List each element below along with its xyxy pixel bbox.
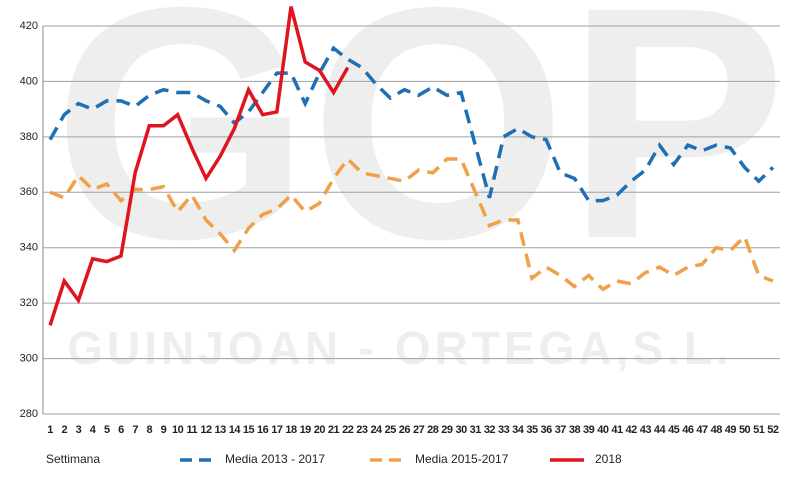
x-tick-label: 32 — [484, 424, 496, 436]
x-tick-label: 17 — [271, 424, 283, 436]
x-tick-label: 27 — [413, 424, 425, 436]
x-tick-label: 40 — [597, 424, 609, 436]
x-tick-label: 42 — [626, 424, 638, 436]
x-tick-label: 25 — [385, 424, 397, 436]
x-tick-label: 12 — [200, 424, 212, 436]
x-tick-label: 28 — [427, 424, 439, 436]
x-tick-label: 48 — [711, 424, 723, 436]
legend-label: Media 2015-2017 — [415, 452, 509, 466]
x-tick-label: 24 — [370, 424, 383, 436]
series-line — [48, 6, 350, 326]
y-tick-label: 420 — [20, 20, 38, 32]
x-tick-label: 6 — [118, 424, 124, 436]
x-tick-label: 9 — [161, 424, 167, 436]
x-tick-label: 2 — [61, 424, 67, 436]
x-tick-label: 50 — [739, 424, 751, 436]
x-tick-label: 16 — [257, 424, 269, 436]
x-tick-label: 37 — [555, 424, 567, 436]
watermark: GOP — [53, 0, 786, 307]
y-tick-label: 320 — [20, 297, 38, 309]
x-tick-label: 22 — [342, 424, 354, 436]
x-tick-label: 33 — [498, 424, 510, 436]
x-tick-label: 51 — [753, 424, 765, 436]
x-tick-label: 41 — [611, 424, 623, 436]
series-line — [48, 45, 775, 203]
x-tick-label: 45 — [668, 424, 680, 436]
x-tick-label: 35 — [526, 424, 538, 436]
x-tick-label: 49 — [725, 424, 737, 436]
x-tick-label: 3 — [76, 424, 82, 436]
series-line — [49, 156, 774, 292]
x-tick-label: 43 — [640, 424, 652, 436]
watermark-subtitle: GUINJOAN - ORTEGA,S.L. — [67, 322, 733, 374]
x-axis-label: Settimana — [46, 452, 100, 466]
x-tick-label: 47 — [696, 424, 708, 436]
legend-label: Media 2013 - 2017 — [225, 452, 325, 466]
x-tick-label: 23 — [356, 424, 368, 436]
x-tick-label: 11 — [186, 424, 197, 436]
x-tick-label: 44 — [654, 424, 667, 436]
y-tick-label: 360 — [20, 186, 38, 198]
x-tick-label: 31 — [470, 424, 482, 436]
x-tick-label: 29 — [441, 424, 453, 436]
x-tick-label: 39 — [583, 424, 595, 436]
x-tick-label: 18 — [285, 424, 297, 436]
x-tick-label: 10 — [172, 424, 184, 436]
y-tick-label: 340 — [20, 242, 38, 254]
x-tick-label: 30 — [455, 424, 467, 436]
y-tick-label: 380 — [20, 131, 38, 143]
x-tick-label: 46 — [682, 424, 694, 436]
x-tick-label: 15 — [243, 424, 255, 436]
x-tick-label: 21 — [328, 424, 340, 436]
x-tick-label: 4 — [90, 424, 97, 436]
x-tick-label: 52 — [767, 424, 779, 436]
x-tick-label: 38 — [569, 424, 581, 436]
x-tick-label: 13 — [215, 424, 227, 436]
x-tick-label: 36 — [541, 424, 553, 436]
x-tick-label: 20 — [314, 424, 326, 436]
y-tick-label: 300 — [20, 352, 38, 364]
x-tick-label: 7 — [132, 424, 138, 436]
x-tick-label: 14 — [229, 424, 242, 436]
x-tick-label: 19 — [300, 424, 312, 436]
x-tick-label: 5 — [104, 424, 110, 436]
x-tick-label: 1 — [47, 424, 53, 436]
legend-label: 2018 — [595, 452, 622, 466]
y-tick-label: 400 — [20, 75, 38, 87]
x-tick-label: 26 — [399, 424, 411, 436]
x-tick-label: 34 — [512, 424, 525, 436]
y-tick-label: 280 — [20, 408, 38, 420]
x-tick-label: 8 — [146, 424, 152, 436]
